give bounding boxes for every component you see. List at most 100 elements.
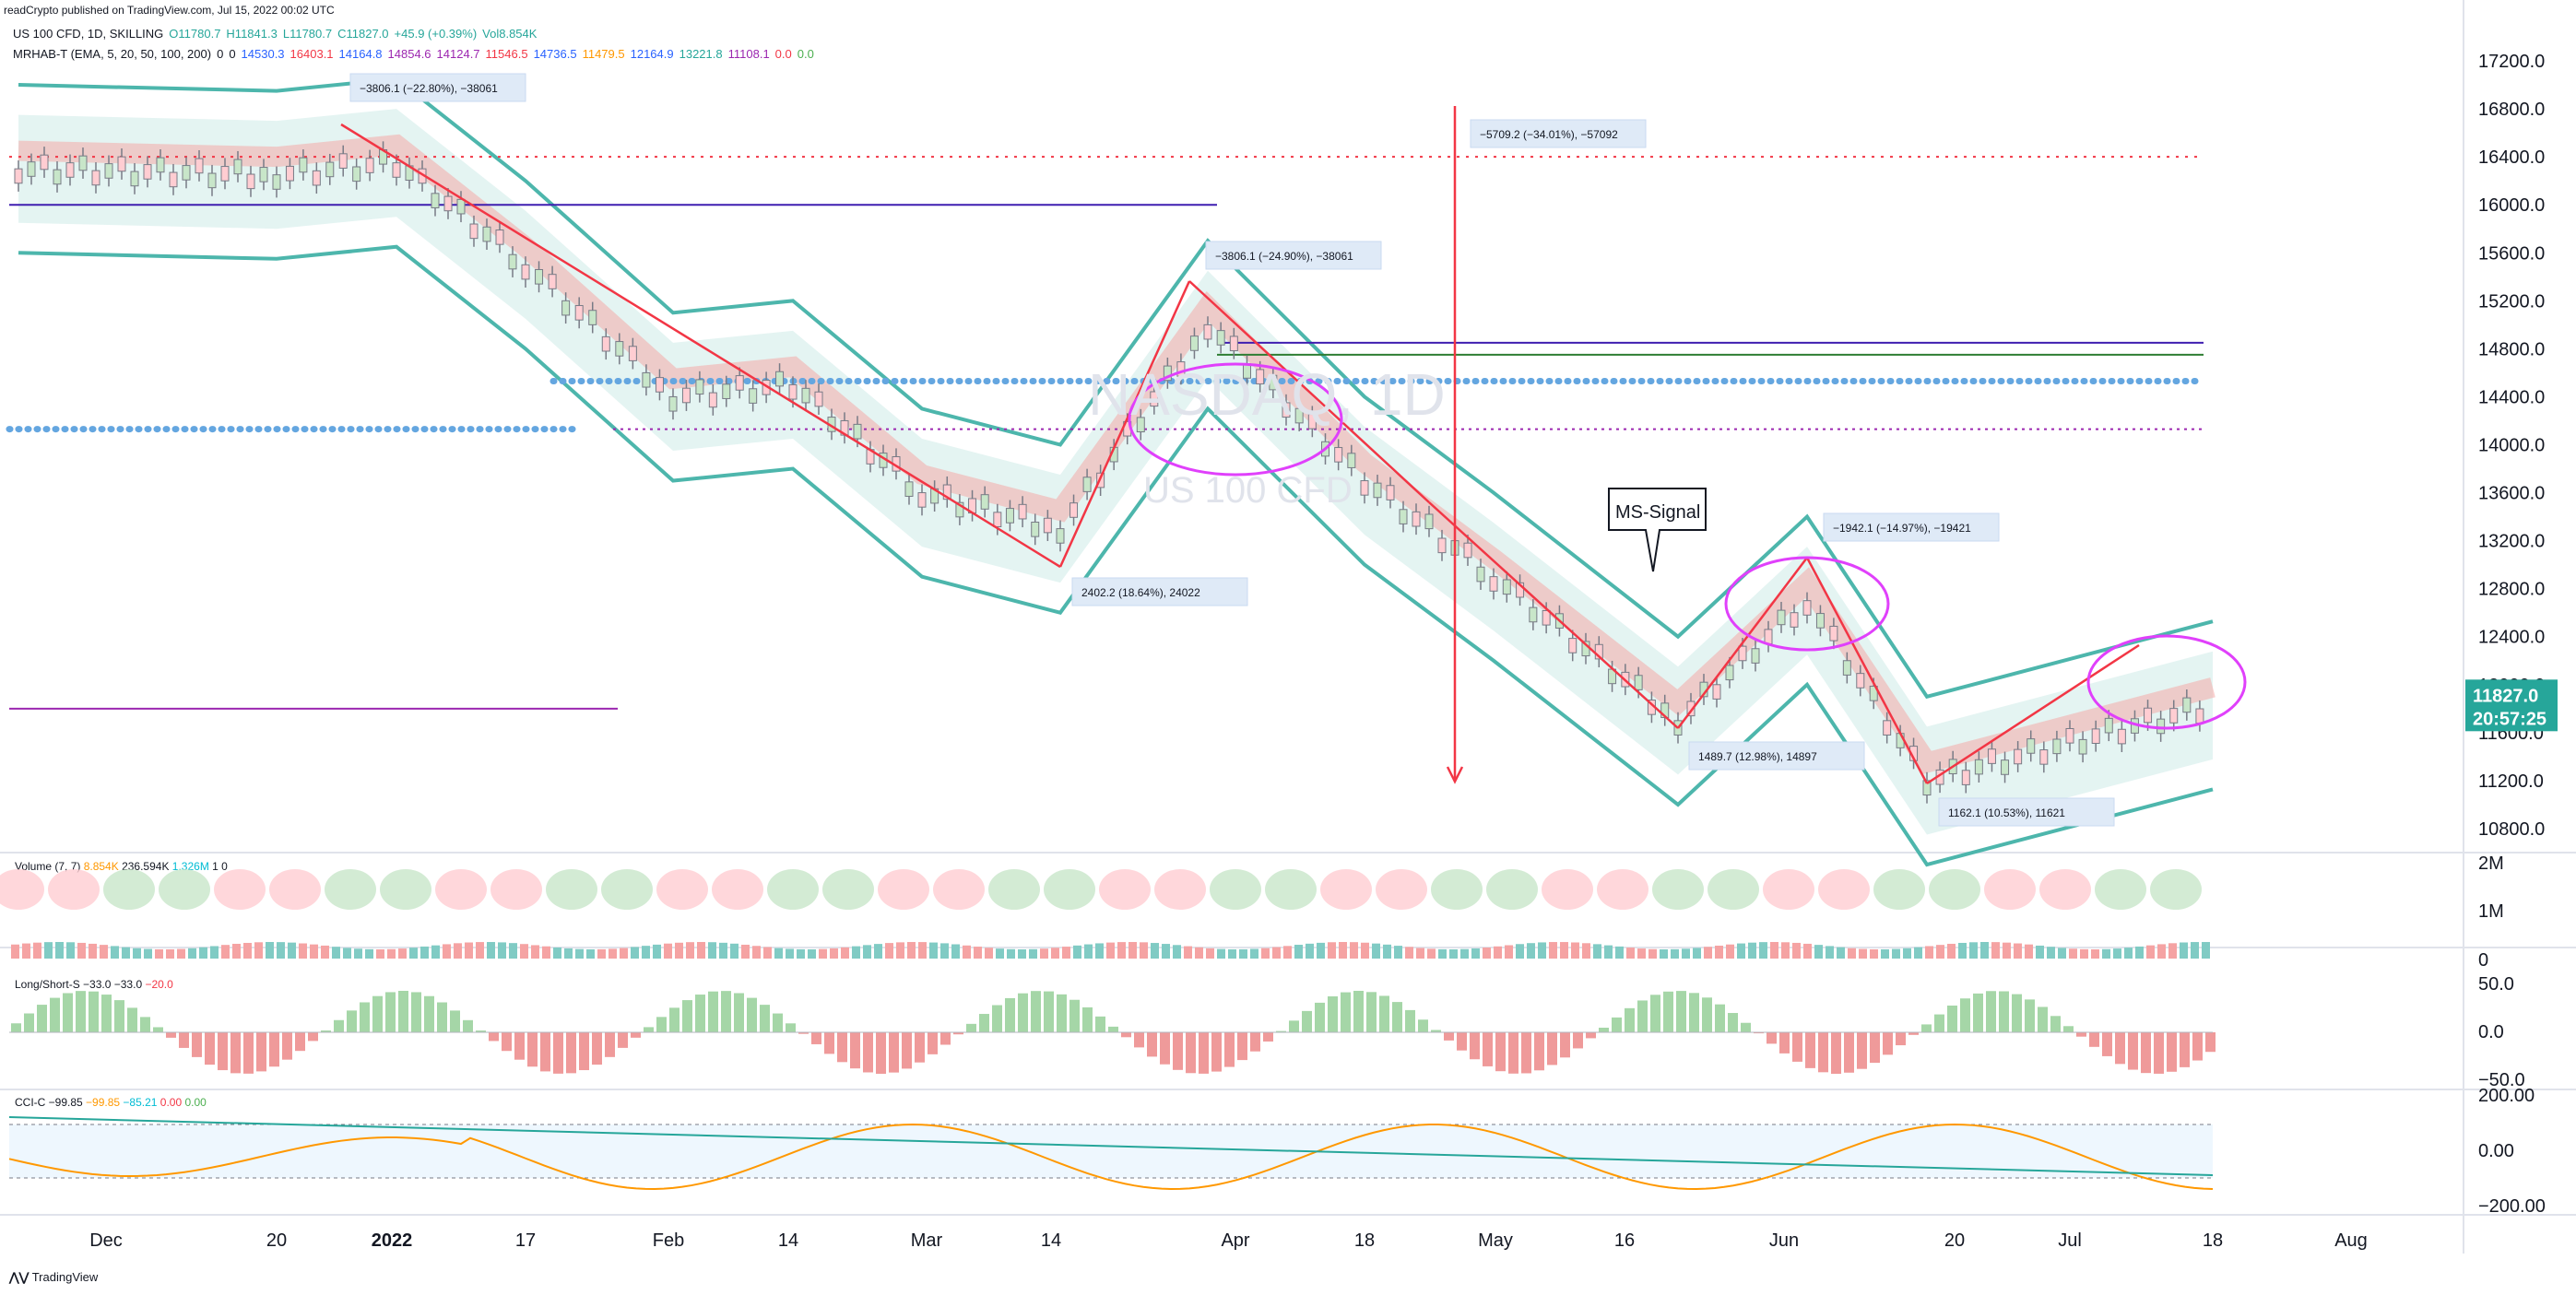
measurement-label: −3806.1 (−24.90%), −38061 [1215,250,1353,263]
trend-lines [340,106,2247,785]
ls-bar [334,1019,344,1032]
volume-bar [830,948,838,959]
ls-bar [127,1007,137,1032]
ls-bar [1908,1032,1919,1035]
ls-bar [979,1014,989,1032]
indicator-value: 16403.1 [290,47,334,61]
volume-bar [819,948,827,959]
ls-bar [476,1030,486,1032]
ema-ribbon [18,134,2216,775]
indicator-row[interactable]: MRHAB-T (EMA, 5, 20, 50, 100, 200) 0 0 1453… [13,44,820,65]
volume-bar [2168,943,2177,959]
ohlc-item: C11827.0 [337,27,389,41]
volume-bar [1704,947,1712,959]
volume-bar [1427,948,1436,959]
ohlc-row[interactable]: US 100 CFD, 1D, SKILLING O11780.7 H11841.3… [13,24,820,44]
tradingview-logo[interactable]: ⋀⋁ TradingView [9,1270,98,1285]
volume-bar [188,948,196,959]
ls-bar [411,992,421,1032]
ls-bar [1121,1032,1131,1038]
measurement-label: 1162.1 (10.53%), 11621 [1948,806,2065,819]
ls-bar [192,1032,202,1057]
ls-bar [2128,1032,2138,1070]
volume-tick-label: 0 [2478,950,2488,971]
ls-bar [1444,1032,1454,1041]
ls-bar [1199,1032,1209,1074]
ls-bar [824,1032,834,1054]
volume-bar [22,943,30,959]
volume-bar [2124,948,2133,959]
volume-bar [1571,942,1579,959]
volume-bar [66,942,75,959]
candle-body [601,336,610,352]
volume-oscillator-blob [1763,869,1814,910]
pane-value: −33.0 [83,978,114,991]
candle-body [2169,708,2179,724]
price-tick-label: 11200.0 [2478,771,2544,792]
candle-body [143,164,152,180]
price-tick-label: 15200.0 [2478,291,2545,312]
ls-bar [1405,1009,1415,1032]
volume-bar [1317,942,1325,959]
cci-band [9,1124,2213,1178]
candle-body [1712,684,1721,700]
volume-bar [1682,948,1690,959]
candle-body [1069,502,1079,518]
volume-bar [1128,942,1137,959]
indicator-value: 0 [229,47,236,61]
ls-bar [747,997,757,1032]
indicator-value: 11108.1 [727,47,770,61]
pane-value: −33.0 [114,978,146,991]
volume-bar [940,943,949,959]
candle-body [1136,417,1145,433]
candle-body [469,223,479,240]
time-tick-label: 20 [1944,1230,1965,1251]
volume-bar [918,942,927,959]
measurement-box [1938,797,2115,827]
ohlc-item: Vol8.854K [482,27,538,41]
candle-body [40,154,49,171]
volume-oscillator-blob [1154,869,1206,910]
pane-value: −20.0 [145,978,173,991]
chart-header: readCrypto published on TradingView.com,… [0,0,2576,17]
candle-body [91,170,100,186]
volume-bar [1106,942,1115,959]
ls-bar [1031,991,1041,1032]
ls-bar [2089,1032,2099,1047]
volume-bar [597,948,606,959]
volume-bar [1350,942,1358,959]
volume-bar [1980,942,1989,959]
volume-bar [77,942,86,959]
volume-bar [1261,948,1270,959]
candle-body [1829,625,1838,642]
volume-bar [1494,946,1502,959]
volume-bar [387,948,396,959]
ls-bar [1857,1032,1867,1069]
ls-bar [889,1032,899,1073]
volume-bar [1195,947,1203,959]
candle-body [695,379,704,395]
ls-bar [1999,991,2009,1032]
candle-body [1489,576,1498,592]
candle-body [1294,407,1304,424]
time-tick-label: 14 [778,1230,798,1251]
ls-bar [1779,1032,1790,1054]
volume-bar [89,943,97,959]
volume-bar [2080,948,2088,959]
candle-body [1399,509,1408,524]
ls-bar [695,995,705,1032]
pane-value: 0 [221,860,228,873]
candle-body [195,158,204,174]
ls-bar [1689,993,1699,1032]
candle-body [1815,613,1825,629]
ls-bar [1173,1032,1183,1070]
ls-bar [656,1017,667,1032]
candle-body [2078,738,2087,755]
ls-bar [798,1032,809,1034]
volume-bar [996,948,1004,959]
time-tick-label: Apr [1221,1230,1249,1251]
highlight-ellipse [2086,634,2247,730]
volume-oscillator-blob [822,869,874,910]
ls-bar [1767,1032,1777,1044]
